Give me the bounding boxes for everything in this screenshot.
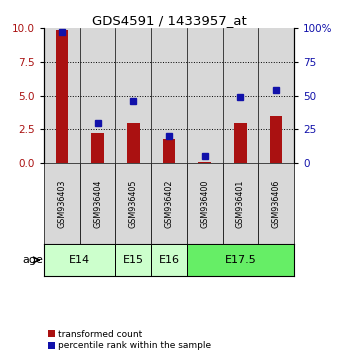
Bar: [187, 163, 223, 244]
Text: GSM936401: GSM936401: [236, 179, 245, 228]
Bar: [115, 163, 151, 244]
Bar: [151, 244, 187, 276]
Text: E14: E14: [69, 255, 90, 265]
Bar: [151, 28, 187, 163]
Bar: [115, 28, 151, 163]
Text: age: age: [22, 255, 43, 265]
Bar: [223, 28, 258, 163]
Text: E16: E16: [159, 255, 179, 265]
Bar: [234, 122, 247, 163]
Bar: [80, 28, 115, 163]
Bar: [151, 163, 187, 244]
Bar: [187, 244, 294, 276]
Bar: [258, 28, 294, 163]
Bar: [163, 139, 175, 163]
Bar: [270, 116, 283, 163]
Bar: [55, 30, 68, 163]
Bar: [258, 163, 294, 244]
Bar: [198, 162, 211, 163]
Text: GSM936405: GSM936405: [129, 179, 138, 228]
Bar: [127, 122, 140, 163]
Text: GSM936404: GSM936404: [93, 179, 102, 228]
Legend: transformed count, percentile rank within the sample: transformed count, percentile rank withi…: [44, 326, 215, 354]
Bar: [44, 244, 115, 276]
Text: GSM936402: GSM936402: [165, 179, 173, 228]
Text: GSM936400: GSM936400: [200, 179, 209, 228]
Bar: [223, 163, 258, 244]
Bar: [44, 28, 80, 163]
Text: GSM936406: GSM936406: [272, 179, 281, 228]
Title: GDS4591 / 1433957_at: GDS4591 / 1433957_at: [92, 14, 246, 27]
Text: E15: E15: [123, 255, 144, 265]
Bar: [44, 163, 80, 244]
Bar: [80, 163, 115, 244]
Bar: [91, 133, 104, 163]
Text: GSM936403: GSM936403: [57, 179, 66, 228]
Bar: [115, 244, 151, 276]
Bar: [187, 28, 223, 163]
Text: E17.5: E17.5: [224, 255, 256, 265]
